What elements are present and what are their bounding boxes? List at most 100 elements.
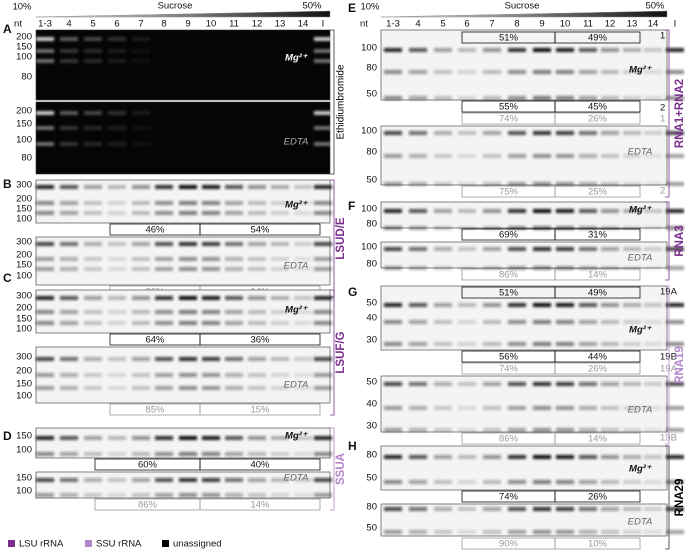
percent-label: 31% xyxy=(588,230,608,241)
gel-band xyxy=(579,455,597,459)
gel-band xyxy=(483,320,501,324)
percent-box xyxy=(199,403,321,416)
gel-band xyxy=(84,436,102,440)
gel-band xyxy=(623,226,641,230)
gel-band xyxy=(271,310,289,314)
gel xyxy=(35,471,332,499)
gel-band xyxy=(533,303,551,307)
gel-band xyxy=(644,266,662,270)
percent-label: 74% xyxy=(499,114,519,125)
gel-band xyxy=(248,211,266,215)
gel-band xyxy=(579,382,597,386)
gel-band xyxy=(434,70,452,74)
lane-label: 14 xyxy=(298,19,309,30)
gel-band xyxy=(623,247,641,251)
gel-band xyxy=(271,257,289,261)
percent-label: 86% xyxy=(499,270,519,281)
gel-band xyxy=(508,266,526,270)
condition-label: Mg²⁺ xyxy=(629,205,652,216)
gel-band xyxy=(108,242,126,246)
size-marker: 150 xyxy=(16,119,32,130)
band-tag: 19B xyxy=(660,352,677,363)
gel-band xyxy=(271,201,289,205)
gel-band xyxy=(384,507,402,511)
gel-band xyxy=(36,267,54,271)
gel-band xyxy=(556,209,574,213)
size-marker: 50 xyxy=(366,473,377,484)
gel-band xyxy=(60,493,78,497)
gel-band xyxy=(644,507,662,511)
gel-band xyxy=(384,131,402,135)
gel-band xyxy=(533,247,551,251)
gel-band xyxy=(60,357,78,361)
gel-band xyxy=(601,530,619,534)
size-marker: 300 xyxy=(16,237,32,248)
size-marker: 80 xyxy=(21,72,32,83)
gel-band xyxy=(108,49,126,53)
condition-label: EDTA xyxy=(284,137,309,148)
gel-band xyxy=(60,373,78,377)
gel xyxy=(35,289,332,334)
gel-band xyxy=(36,59,54,63)
gel-band xyxy=(483,96,501,100)
gel-band xyxy=(36,296,54,300)
panel-label: E xyxy=(348,1,356,15)
gel-band xyxy=(579,96,597,100)
size-marker: 150 xyxy=(16,379,32,390)
gel-band xyxy=(458,382,476,386)
gel-band xyxy=(155,357,173,361)
gel-band xyxy=(579,342,597,346)
gel-band xyxy=(434,96,452,100)
band-tag: 2 xyxy=(660,186,665,197)
gel-band xyxy=(644,226,662,230)
gel-band xyxy=(644,182,662,186)
gel-band xyxy=(601,131,619,135)
percent-box xyxy=(554,537,641,550)
gel-band xyxy=(579,428,597,432)
lane-label: 11 xyxy=(229,19,239,30)
gel-band xyxy=(666,209,684,213)
size-marker: 80 xyxy=(366,259,377,270)
percent-label: 60% xyxy=(138,460,158,471)
condition-label: Mg²⁺ xyxy=(285,431,308,442)
gel-band xyxy=(60,310,78,314)
gel-band xyxy=(458,480,476,484)
gel-band xyxy=(644,209,662,213)
gel-band xyxy=(108,493,126,497)
legend-swatch xyxy=(162,540,169,547)
size-marker: 200 xyxy=(16,194,32,205)
gel-band xyxy=(666,70,684,74)
gel-band xyxy=(556,96,574,100)
size-marker: 200 xyxy=(16,250,32,261)
gel-band xyxy=(666,182,684,186)
gel-band xyxy=(579,266,597,270)
gel-band xyxy=(666,342,684,346)
gel-band xyxy=(60,49,78,53)
gel-band xyxy=(644,131,662,135)
gel-band xyxy=(60,436,78,440)
percent-label: 26% xyxy=(588,492,608,503)
gel-band xyxy=(623,428,641,432)
gel-band xyxy=(179,211,197,215)
size-marker: 100 xyxy=(16,214,32,225)
gel-band xyxy=(644,247,662,251)
gel-band xyxy=(579,406,597,410)
side-label: LSUF/G xyxy=(335,331,347,373)
gel-band xyxy=(644,48,662,52)
gel-band xyxy=(409,209,427,213)
gel-band xyxy=(36,211,54,215)
gel-band xyxy=(314,59,332,63)
gel-band xyxy=(314,201,332,205)
gel-band xyxy=(84,257,102,261)
gel-band xyxy=(132,185,150,189)
gel-band xyxy=(384,320,402,324)
gel-band xyxy=(36,357,54,361)
gel-band xyxy=(84,267,102,271)
gel-band xyxy=(271,478,289,482)
lane-label: 1-3 xyxy=(386,19,400,30)
gel-band xyxy=(225,211,243,215)
gel-band xyxy=(294,357,312,361)
gel-band xyxy=(434,480,452,484)
percent-label: 40% xyxy=(250,460,270,471)
size-marker: 50 xyxy=(366,377,377,388)
